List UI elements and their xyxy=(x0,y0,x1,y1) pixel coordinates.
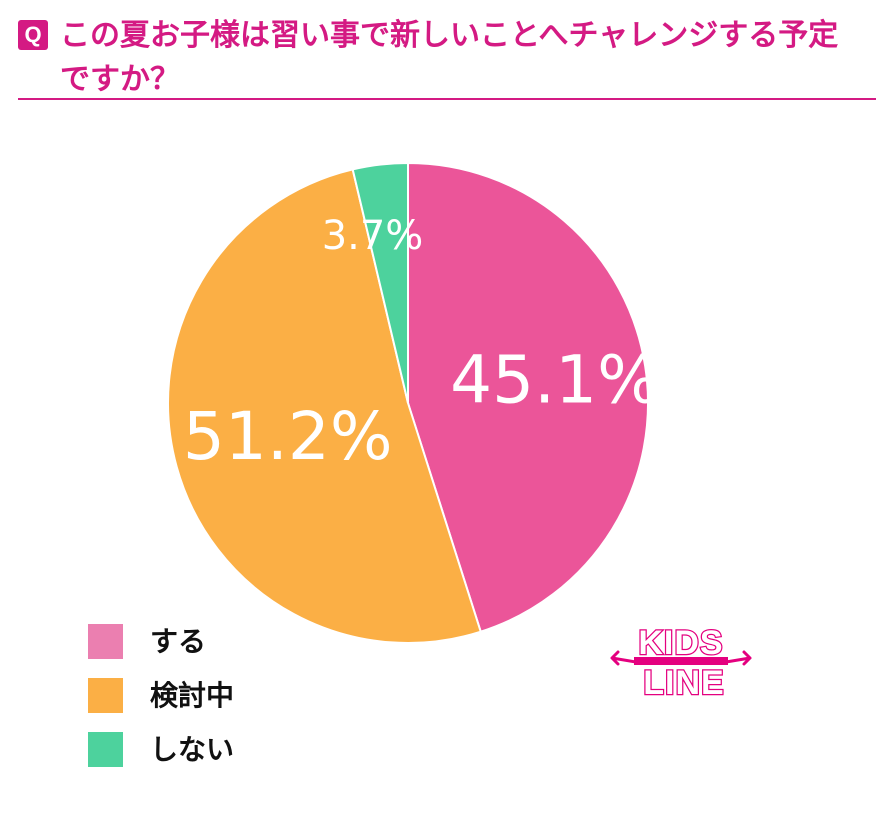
pie-slice xyxy=(167,168,482,644)
question-badge: Q xyxy=(18,20,48,50)
logo-text-bottom: LINE xyxy=(643,664,724,702)
pie-value-label: 51.2% xyxy=(183,398,393,475)
kids-line-logo: KIDS LINE xyxy=(610,623,752,702)
pie-slice xyxy=(407,161,649,633)
legend-label-kentouchuu: 検討中 xyxy=(150,679,235,712)
pie-value-label: 3.7% xyxy=(322,213,424,259)
legend-swatch-shinai xyxy=(88,732,123,767)
legend-swatch-kentouchuu xyxy=(88,678,123,713)
pie-slices xyxy=(167,161,649,644)
title-underline xyxy=(18,98,876,100)
logo-figure-icon xyxy=(610,650,752,666)
logo-text-top: KIDS xyxy=(638,624,723,662)
legend-label-shinai: しない xyxy=(150,733,235,766)
pie-value-label: 45.1% xyxy=(450,342,660,419)
question-title: この夏お子様は習い事で新しいことへチャレンジする予定ですか？ xyxy=(60,18,839,97)
legend-label-suru: する xyxy=(150,625,207,658)
legend-swatch-suru xyxy=(88,624,123,659)
pie-value-labels: 45.1% 51.2% 3.7% xyxy=(183,213,660,475)
pie-slice xyxy=(351,161,409,404)
